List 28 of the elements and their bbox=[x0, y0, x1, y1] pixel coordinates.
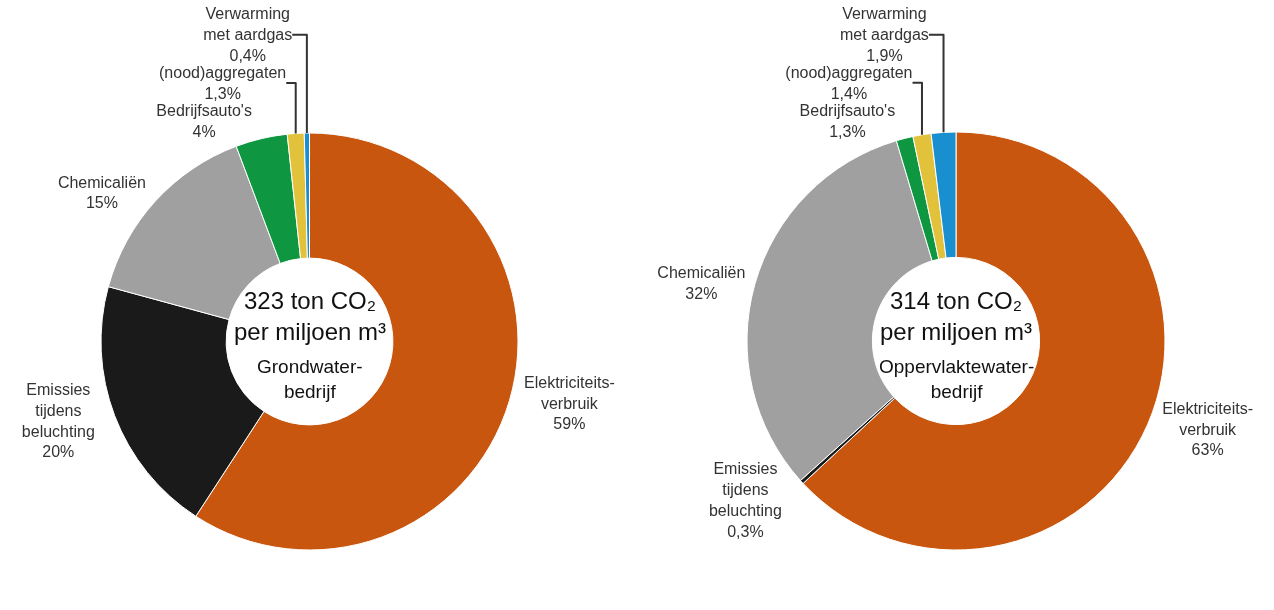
data-label: 1,9% bbox=[866, 46, 903, 64]
slice-label: Bedrijfsauto's bbox=[156, 101, 252, 119]
slice-label: Elektriciteits- verbruik bbox=[524, 373, 615, 412]
slice-label: (nood)aggregaten bbox=[159, 64, 287, 82]
slice-label: (nood)aggregaten bbox=[785, 63, 913, 81]
text: Grondwater- bedrijf bbox=[257, 356, 363, 402]
data-label: 20% bbox=[42, 443, 75, 461]
data-label: 63% bbox=[1191, 441, 1224, 459]
text: Oppervlaktewater- bedrijf bbox=[879, 356, 1035, 402]
data-label: 1,3% bbox=[204, 84, 241, 102]
data-label: 32% bbox=[685, 284, 718, 302]
data-label: 0,3% bbox=[727, 522, 764, 540]
slice-label: Verwarming met aardgas bbox=[839, 5, 929, 44]
data-label: 0,4% bbox=[229, 47, 266, 65]
text: 314 ton CO₂ per miljoen m³ bbox=[880, 287, 1033, 346]
text: 323 ton CO₂ per miljoen m³ bbox=[234, 287, 387, 346]
slice-label: Chemicaliën bbox=[57, 173, 146, 191]
data-label: 4% bbox=[192, 122, 216, 140]
slice-label: Bedrijfsauto's bbox=[799, 101, 896, 119]
slice-label: Chemicaliën bbox=[657, 263, 746, 281]
slice-label: Elektriciteits- verbruik bbox=[1162, 399, 1253, 438]
data-label: 1,4% bbox=[830, 84, 868, 102]
slice-label: Emissies tijdens beluchting bbox=[21, 381, 95, 440]
data-label: 15% bbox=[85, 194, 118, 212]
data-label: 1,3% bbox=[829, 122, 866, 140]
slice-label: Emissies tijdens beluchting bbox=[708, 460, 782, 519]
slice-label: Verwarming met aardgas bbox=[203, 5, 293, 44]
data-label: 59% bbox=[553, 415, 586, 433]
